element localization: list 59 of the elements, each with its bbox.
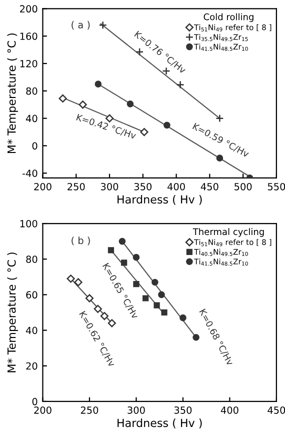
y-tick-label: 200 — [20, 5, 38, 13]
legend-title: Cold rolling — [204, 13, 254, 22]
point — [74, 278, 82, 286]
x-tick-label: 300 — [128, 406, 145, 414]
point — [98, 21, 107, 30]
y-tick-label: 80 — [26, 87, 38, 95]
point — [108, 247, 114, 254]
y-tick-label: 40 — [26, 114, 38, 122]
x-tick-label: 550 — [268, 182, 285, 190]
point — [85, 294, 94, 302]
x-tick-label: 400 — [167, 182, 185, 190]
y-tick-label: 100 — [20, 220, 38, 228]
point — [100, 312, 109, 320]
x-tick-label: 400 — [220, 406, 238, 414]
x-tick-label: 300 — [100, 182, 118, 190]
point — [142, 295, 149, 302]
annotation: ( a ) — [72, 20, 90, 30]
x-tick-label: 450 — [200, 182, 218, 190]
point — [132, 254, 140, 261]
x-axis-title: Hardness ( Hv ) — [118, 194, 202, 205]
y-tick-label: 80 — [26, 256, 38, 263]
y-tick-label: -40 — [22, 170, 38, 177]
point — [180, 314, 186, 322]
point — [152, 278, 158, 286]
point — [216, 114, 224, 122]
point — [216, 154, 224, 162]
x-tick-label: 250 — [68, 182, 85, 190]
y-tick-label: 160 — [20, 32, 38, 40]
y-tick-label: 0 — [32, 398, 38, 406]
x-tick-label: 250 — [80, 406, 98, 414]
point — [66, 274, 75, 283]
point — [133, 280, 140, 288]
y-tick-label: 20 — [26, 362, 38, 370]
point — [164, 122, 170, 129]
point — [161, 309, 168, 316]
x-tick-label: 450 — [268, 406, 285, 414]
point — [192, 334, 200, 341]
x-tick-label: 350 — [174, 406, 192, 414]
point — [118, 238, 126, 245]
point — [176, 80, 184, 89]
point — [158, 291, 165, 298]
y-tick-label: 60 — [26, 291, 38, 299]
y-axis-title: M* Temperature ( °C ) — [7, 33, 18, 154]
y-axis-title: M* Temperature ( °C ) — [7, 252, 18, 372]
y-tick-label: 40 — [26, 326, 38, 334]
legend-title: Thermal cycling — [192, 228, 264, 237]
x-tick-label: 350 — [134, 182, 152, 190]
point — [94, 80, 102, 88]
point — [108, 319, 116, 328]
point — [154, 302, 160, 308]
point — [78, 100, 87, 109]
y-tick-label: 120 — [20, 60, 38, 68]
point — [58, 94, 67, 103]
x-axis-title: Hardness ( Hv ) — [118, 418, 202, 428]
y-tick-label: 0 — [32, 142, 38, 150]
x-tick-label: 500 — [234, 182, 252, 190]
point — [140, 128, 148, 136]
annotation: ( b ) — [72, 236, 90, 246]
point — [126, 100, 134, 108]
